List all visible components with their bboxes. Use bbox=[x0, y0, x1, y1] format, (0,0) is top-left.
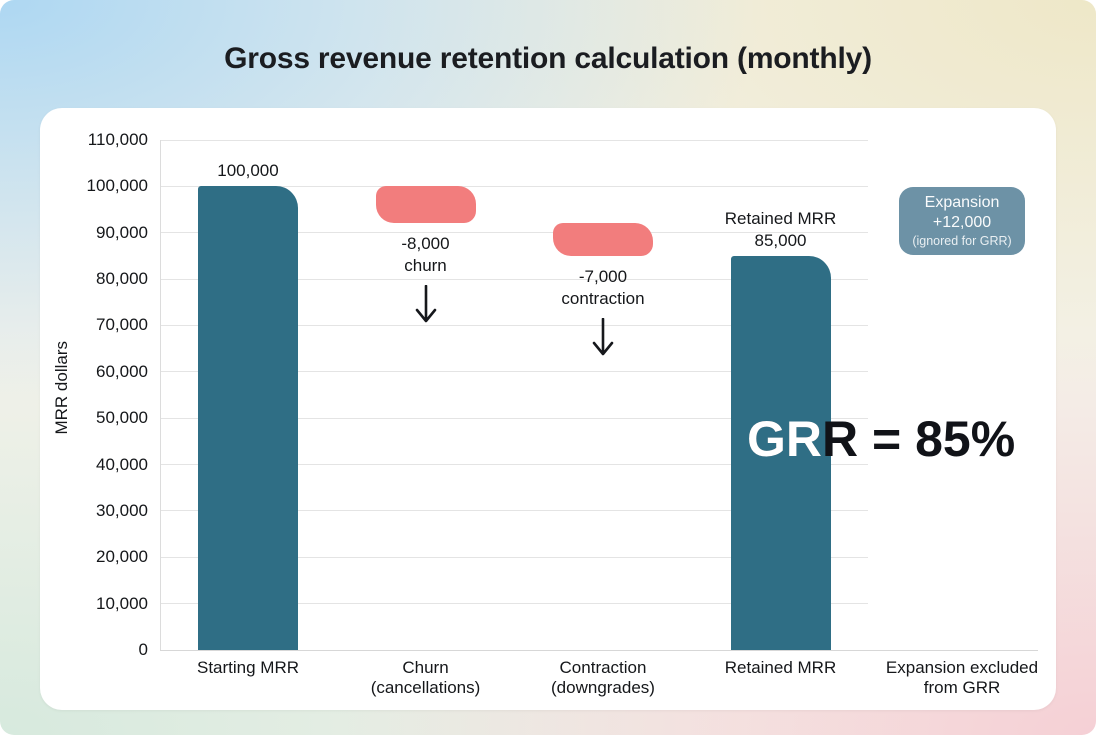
gridline bbox=[160, 510, 868, 512]
x-category-label-line: from GRR bbox=[923, 678, 1001, 697]
y-axis-line bbox=[159, 140, 161, 650]
y-tick-label: 50,000 bbox=[96, 408, 148, 428]
x-category-label-starting-mrr: Starting MRR bbox=[138, 658, 358, 678]
bar-value-label-line: 100,000 bbox=[217, 161, 279, 181]
bar-delta-label-line: contraction bbox=[561, 288, 645, 308]
gridline bbox=[160, 185, 868, 187]
bar-delta-label-line: churn bbox=[404, 256, 447, 276]
y-tick-label: 40,000 bbox=[96, 454, 148, 474]
bar-retained-mrr bbox=[730, 255, 831, 650]
y-tick-label: 20,000 bbox=[96, 547, 148, 567]
expansion-badge-line: +12,000 bbox=[932, 214, 992, 231]
bar-layer: 100,000 -8,000 churn -7,000 contraction Retai… bbox=[40, 108, 1056, 710]
x-category-label-line: (cancellations) bbox=[370, 678, 481, 697]
y-tick-label: 70,000 bbox=[96, 315, 148, 335]
chart-card: MRR dollars GRR = 85% GRR = 85% 0 10,000 2… bbox=[40, 108, 1056, 710]
down-arrow bbox=[590, 317, 616, 365]
gridline bbox=[160, 464, 868, 466]
down-arrow-icon bbox=[592, 317, 614, 356]
bar-churn-cancellations bbox=[375, 186, 476, 224]
y-tick-label: 60,000 bbox=[96, 361, 148, 381]
gridline bbox=[160, 603, 868, 605]
down-arrow-icon bbox=[415, 285, 436, 323]
x-category-label-line: Starting MRR bbox=[196, 658, 300, 677]
gridline bbox=[160, 324, 868, 326]
bar-delta-label-line: -8,000 bbox=[401, 234, 450, 254]
y-tick-label: 90,000 bbox=[96, 222, 148, 242]
bar-value-label-line: 85,000 bbox=[754, 230, 807, 250]
gridline bbox=[160, 371, 868, 373]
x-category-label-retained-mrr: Retained MRR bbox=[671, 658, 891, 678]
y-tick-label: 100,000 bbox=[86, 176, 148, 196]
bar-delta-label-line: -7,000 bbox=[578, 266, 628, 286]
gridline bbox=[160, 649, 1038, 651]
x-category-label-line: Retained MRR bbox=[724, 658, 837, 677]
y-axis-title: MRR dollars bbox=[52, 341, 71, 435]
gridline bbox=[160, 139, 868, 141]
bar-value-label: Retained MRR 85,000 bbox=[671, 208, 891, 252]
grr-result-text-dark: GRR = 85% bbox=[747, 411, 1016, 467]
y-tick-label: 80,000 bbox=[96, 269, 148, 289]
x-category-label-expansion-excluded-from-grr: Expansion excluded from GRR bbox=[852, 658, 1056, 698]
x-category-label-contraction-downgrades: Contraction (downgrades) bbox=[493, 658, 713, 698]
chart-title: Gross revenue retention calculation (mon… bbox=[224, 42, 872, 75]
expansion-badge: Expansion +12,000 (ignored for GRR) bbox=[899, 187, 1025, 255]
x-category-label-churn-cancellations: Churn (cancellations) bbox=[316, 658, 536, 698]
y-tick-label: 110,000 bbox=[87, 130, 148, 149]
grid-layer: 0 10,000 20,000 30,000 40,000 50,000 60,000 70,… bbox=[40, 108, 1056, 710]
x-category-label-line: (downgrades) bbox=[551, 678, 655, 697]
gridline bbox=[160, 556, 868, 558]
expansion-badge-line: (ignored for GRR) bbox=[912, 234, 1012, 248]
bar-delta-label: -7,000 contraction bbox=[493, 266, 713, 310]
y-tick-label: 30,000 bbox=[96, 500, 148, 520]
bar-value-label: 100,000 bbox=[138, 160, 358, 182]
x-category-label-line: Churn bbox=[402, 658, 449, 677]
bar-delta-label: -8,000 churn bbox=[316, 233, 536, 277]
x-category-label-line: Expansion excluded bbox=[885, 658, 1039, 677]
down-arrow bbox=[413, 285, 439, 332]
y-axis-title-wrap: MRR dollars bbox=[50, 288, 74, 488]
gridline bbox=[160, 278, 868, 280]
bar-contraction-downgrades bbox=[553, 223, 653, 256]
expansion-badge-line: Expansion bbox=[924, 194, 1000, 211]
y-tick-label: 10,000 bbox=[96, 593, 148, 613]
gridline bbox=[160, 232, 868, 234]
bar-value-label-line: Retained MRR bbox=[724, 208, 837, 228]
gridline bbox=[160, 417, 868, 419]
x-category-label-line: Contraction bbox=[559, 658, 647, 677]
y-tick-label: 0 bbox=[138, 640, 148, 659]
bar-starting-mrr bbox=[198, 186, 298, 650]
